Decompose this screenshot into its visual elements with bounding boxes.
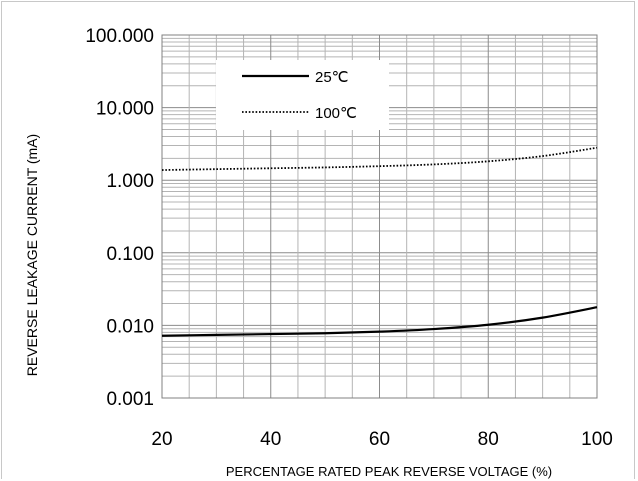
y-tick-label: 10.000 [96,99,154,120]
x-tick-label: 20 [151,429,172,450]
y-tick-label: 1.000 [106,171,154,192]
legend: 25℃ 100℃ [216,60,389,130]
legend-label-25c: 25℃ [315,69,349,86]
plot-border [161,34,598,399]
series-layer [161,146,598,337]
legend-label-100c: 100℃ [315,105,357,122]
y-tick-labels: 100.000 10.000 1.000 0.100 0.010 0.001 [85,26,154,410]
y-tick-label: 0.001 [106,389,154,410]
legend-box [216,60,389,130]
y-tick-label: 0.010 [106,316,154,337]
y-axis-label: REVERSE LEAKAGE CURRENT (mA) [24,134,40,376]
series-line-100c [161,146,598,171]
series-line-25c [161,306,598,337]
x-tick-labels: 20 40 60 80 100 [151,429,612,450]
x-tick-label: 40 [260,429,281,450]
x-tick-label: 100 [581,429,613,450]
x-tick-label: 80 [478,429,499,450]
y-tick-label: 100.000 [85,26,154,47]
x-axis-label: PERCENTAGE RATED PEAK REVERSE VOLTAGE (%… [226,464,552,479]
x-tick-label: 60 [369,429,390,450]
y-tick-label: 0.100 [106,244,154,265]
